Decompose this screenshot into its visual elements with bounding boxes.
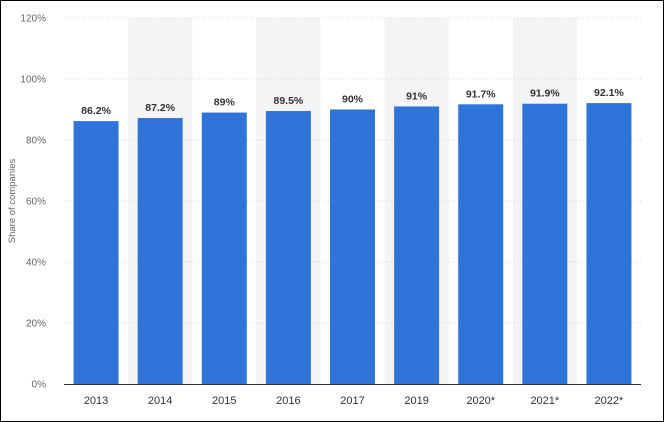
x-tick-label: 2017 bbox=[340, 395, 364, 407]
y-tick-label: 120% bbox=[20, 14, 46, 25]
data-label: 91.7% bbox=[466, 88, 496, 100]
bars bbox=[73, 103, 632, 385]
bar[interactable] bbox=[394, 106, 440, 384]
bar[interactable] bbox=[586, 103, 632, 384]
bar[interactable] bbox=[137, 118, 183, 384]
bar[interactable] bbox=[522, 103, 568, 384]
y-tick-label: 0% bbox=[32, 380, 47, 391]
x-tick-label: 2014 bbox=[148, 395, 172, 407]
y-tick-label: 60% bbox=[26, 197, 46, 208]
y-tick-label: 100% bbox=[20, 75, 46, 86]
y-tick-label: 40% bbox=[26, 258, 46, 269]
data-label: 91.9% bbox=[530, 88, 560, 100]
data-labels: 86.2% 87.2% 89% 89.5% 90% 91% 91.7% 91.9% 92.1% bbox=[81, 87, 624, 117]
x-tick-label: 2022* bbox=[595, 395, 624, 407]
x-tick-label: 2013 bbox=[84, 395, 108, 407]
x-axis-ticks: 2013 2014 2015 2016 2017 2019 2020* 2021* 2022* bbox=[84, 395, 624, 407]
data-label: 90% bbox=[342, 94, 364, 106]
x-tick-label: 2021* bbox=[530, 395, 559, 407]
data-label: 91% bbox=[406, 90, 428, 102]
data-label: 87.2% bbox=[145, 102, 175, 114]
y-axis-title: Share of companies bbox=[7, 159, 18, 244]
x-tick-label: 2020* bbox=[466, 395, 495, 407]
data-label: 89% bbox=[214, 97, 236, 109]
bar[interactable] bbox=[265, 111, 311, 385]
y-tick-label: 80% bbox=[26, 136, 46, 147]
data-label: 86.2% bbox=[81, 105, 111, 117]
x-tick-label: 2015 bbox=[212, 395, 236, 407]
x-tick-label: 2016 bbox=[276, 395, 300, 407]
y-tick-label: 20% bbox=[26, 319, 46, 330]
y-axis-ticks: 0% 20% 40% 60% 80% 100% 120% bbox=[20, 14, 46, 391]
bar[interactable] bbox=[458, 104, 504, 384]
bar[interactable] bbox=[201, 112, 247, 385]
data-label: 92.1% bbox=[594, 87, 624, 99]
x-tick-label: 2019 bbox=[404, 395, 428, 407]
data-label: 89.5% bbox=[273, 95, 303, 107]
bar[interactable] bbox=[330, 109, 375, 385]
bar[interactable] bbox=[73, 121, 119, 384]
